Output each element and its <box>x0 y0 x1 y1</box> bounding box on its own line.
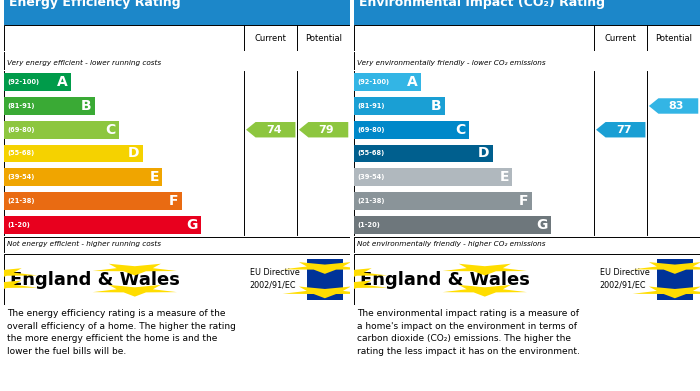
Text: (39-54): (39-54) <box>7 174 34 180</box>
Polygon shape <box>283 287 367 298</box>
Bar <box>4 192 182 210</box>
Text: C: C <box>106 123 116 137</box>
Text: Not environmentally friendly - higher CO₂ emissions: Not environmentally friendly - higher CO… <box>357 240 545 247</box>
Text: The environmental impact rating is a measure of
a home's impact on the environme: The environmental impact rating is a mea… <box>357 309 580 356</box>
Text: E: E <box>500 170 509 184</box>
Text: F: F <box>169 194 178 208</box>
Polygon shape <box>612 280 696 292</box>
Text: Current: Current <box>255 34 287 43</box>
Polygon shape <box>92 285 177 297</box>
Polygon shape <box>596 122 645 138</box>
Bar <box>4 216 201 233</box>
Text: C: C <box>456 123 466 137</box>
Text: Current: Current <box>605 34 637 43</box>
Bar <box>657 259 693 300</box>
Text: 79: 79 <box>318 125 334 135</box>
Text: E: E <box>150 170 159 184</box>
Text: Potential: Potential <box>655 34 692 43</box>
Bar <box>354 97 445 115</box>
Text: G: G <box>186 218 197 232</box>
Polygon shape <box>92 264 177 276</box>
Polygon shape <box>0 280 38 292</box>
Text: A: A <box>57 75 67 89</box>
Polygon shape <box>612 268 696 280</box>
Text: (81-91): (81-91) <box>7 103 34 109</box>
Text: The energy efficiency rating is a measure of the
overall efficiency of a home. T: The energy efficiency rating is a measur… <box>7 309 236 356</box>
Text: (21-38): (21-38) <box>7 198 34 204</box>
Text: (1-20): (1-20) <box>7 222 30 228</box>
Text: (21-38): (21-38) <box>357 198 384 204</box>
Text: D: D <box>128 147 140 160</box>
Polygon shape <box>253 274 337 286</box>
Polygon shape <box>304 268 388 280</box>
Polygon shape <box>649 98 699 114</box>
Text: D: D <box>478 147 490 160</box>
Text: Energy Efficiency Rating: Energy Efficiency Rating <box>8 0 181 9</box>
Bar <box>354 145 494 162</box>
Text: B: B <box>81 99 92 113</box>
Polygon shape <box>442 264 527 276</box>
Text: (92-100): (92-100) <box>357 79 389 85</box>
Bar <box>354 168 512 186</box>
Bar <box>4 97 95 115</box>
Bar <box>354 216 551 233</box>
Text: F: F <box>519 194 528 208</box>
Bar <box>307 259 343 300</box>
Text: 77: 77 <box>616 125 631 135</box>
Polygon shape <box>663 274 700 286</box>
Text: G: G <box>536 218 547 232</box>
Polygon shape <box>283 262 367 274</box>
Text: Potential: Potential <box>305 34 342 43</box>
Bar <box>4 121 119 139</box>
Polygon shape <box>299 122 349 138</box>
Polygon shape <box>633 262 700 274</box>
Polygon shape <box>442 285 527 297</box>
Text: B: B <box>431 99 442 113</box>
Text: (55-68): (55-68) <box>357 151 384 156</box>
Text: EU Directive
2002/91/EC: EU Directive 2002/91/EC <box>599 268 650 289</box>
Text: A: A <box>407 75 417 89</box>
Text: Environmental Impact (CO₂) Rating: Environmental Impact (CO₂) Rating <box>358 0 605 9</box>
Text: Very environmentally friendly - lower CO₂ emissions: Very environmentally friendly - lower CO… <box>357 59 545 66</box>
Bar <box>354 121 469 139</box>
Text: England & Wales: England & Wales <box>10 271 181 289</box>
Text: (1-20): (1-20) <box>357 222 380 228</box>
Text: England & Wales: England & Wales <box>360 271 531 289</box>
Text: (55-68): (55-68) <box>7 151 34 156</box>
Polygon shape <box>473 264 557 276</box>
Text: 83: 83 <box>668 101 684 111</box>
Bar <box>4 74 71 91</box>
Text: EU Directive
2002/91/EC: EU Directive 2002/91/EC <box>249 268 300 289</box>
Polygon shape <box>246 122 295 138</box>
Bar <box>354 192 532 210</box>
Text: (39-54): (39-54) <box>357 174 384 180</box>
Polygon shape <box>473 285 557 297</box>
Text: 74: 74 <box>266 125 281 135</box>
Text: (69-80): (69-80) <box>357 127 384 133</box>
Polygon shape <box>304 280 388 292</box>
Text: Very energy efficient - lower running costs: Very energy efficient - lower running co… <box>7 59 161 66</box>
Polygon shape <box>633 287 700 298</box>
Text: (81-91): (81-91) <box>357 103 384 109</box>
Bar <box>4 168 162 186</box>
Polygon shape <box>0 268 38 280</box>
Bar <box>4 145 144 162</box>
Text: (92-100): (92-100) <box>7 79 39 85</box>
Text: Not energy efficient - higher running costs: Not energy efficient - higher running co… <box>7 240 161 247</box>
Text: (69-80): (69-80) <box>7 127 34 133</box>
Bar <box>354 74 421 91</box>
